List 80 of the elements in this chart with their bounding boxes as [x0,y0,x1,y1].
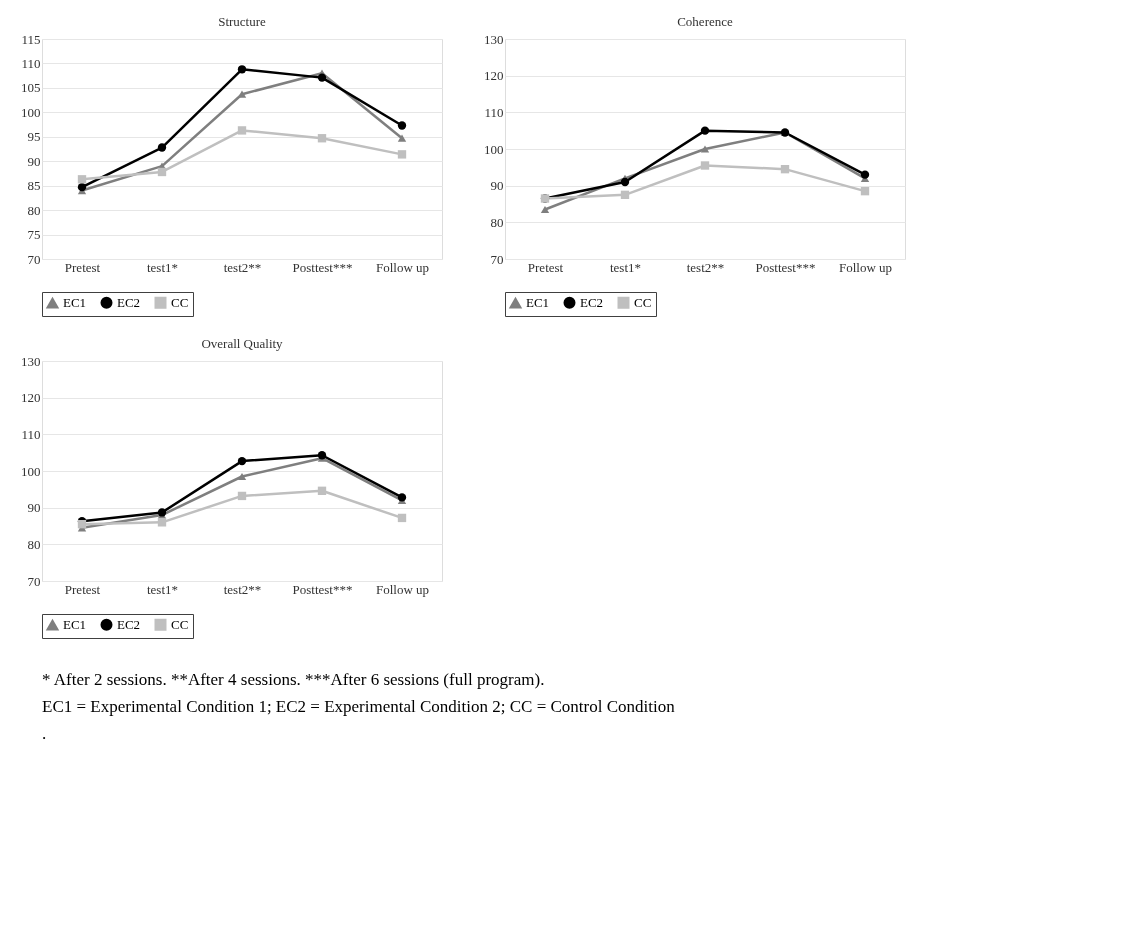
x-tick-label: Follow up [375,581,430,597]
point [317,134,327,143]
point [620,190,630,200]
y-tick-label: 100 [21,463,41,479]
x-tick-label: Pretest [64,581,101,597]
point [397,121,407,130]
y-tick-label: 75 [27,227,41,243]
y-tick-label: 100 [484,141,504,157]
x-tick-label: Follow up [838,259,893,275]
point [620,177,630,187]
point [237,126,247,135]
y-tick-label: 70 [27,251,41,267]
legend-label: EC1 [63,295,87,311]
x-tick-label: Pretest [527,259,564,275]
point [237,472,247,481]
x-tick-label: Pretest [64,259,101,275]
point [780,164,790,174]
point [317,73,327,82]
y-tick-label: 130 [21,353,41,369]
y-tick-label: 90 [27,153,41,169]
chart-title: Overall Quality [201,336,284,351]
legend-label: CC [634,294,652,310]
y-tick-label: 100 [21,104,41,120]
point [317,486,327,495]
y-tick-label: 120 [21,390,41,406]
point [237,491,247,501]
y-tick-label: 110 [21,55,41,71]
legend-label: EC2 [580,294,604,310]
x-tick-label: Posttest*** [292,259,353,275]
legend-label: CC [171,616,189,632]
point [540,205,550,214]
x-tick-label: Posttest*** [755,259,816,275]
text: . [42,723,47,743]
y-tick-label: 95 [27,129,41,145]
y-tick-label: 80 [27,202,41,218]
text: EC1 = Experimental Condition 1; EC2 = Experimental Condition 2; CC = Control Condition [42,697,676,716]
point [397,134,407,142]
y-tick-label: 90 [27,500,41,516]
y-tick-label: 80 [490,214,504,230]
point [237,456,247,466]
legend-label: EC2 [117,616,141,632]
y-tick-label: 90 [490,178,504,194]
y-tick-label: 70 [27,573,41,589]
y-tick-label: 120 [484,68,504,84]
chart-title: Structure [218,14,267,29]
point [157,167,167,177]
y-tick-label: 70 [490,251,504,267]
point [157,518,167,527]
y-tick-label: 115 [21,31,41,47]
point [860,186,870,196]
legend-label: CC [171,294,189,310]
x-tick-label: Posttest*** [292,581,353,597]
y-tick-label: 110 [484,104,504,120]
point [700,126,710,135]
point [157,143,167,152]
point [860,170,870,179]
point [77,182,87,192]
chart-title: Coherence [677,14,734,29]
x-tick-label: test2** [686,259,725,275]
x-tick-label: test1* [146,259,179,275]
point [397,150,407,159]
text: * After 2 sessions. **After 4 sessions. ***After 6 sessions (full program). [42,670,545,690]
x-tick-label: test2** [223,259,262,275]
y-tick-label: 85 [27,178,41,194]
legend-label: EC1 [63,617,87,633]
x-tick-label: test1* [146,581,179,597]
y-tick-label: 80 [27,536,41,552]
point [700,161,710,170]
y-tick-label: 110 [21,426,41,442]
point [397,513,407,523]
x-tick-label: Follow up [375,259,430,275]
x-tick-label: test1* [609,259,642,275]
point [237,65,247,74]
point [700,145,710,153]
legend-label: EC1 [526,295,550,311]
y-tick-label: 130 [484,31,504,47]
x-tick-label: test2** [223,581,262,597]
legend-label: EC2 [117,294,141,310]
point [77,175,87,184]
y-tick-label: 105 [21,80,41,96]
